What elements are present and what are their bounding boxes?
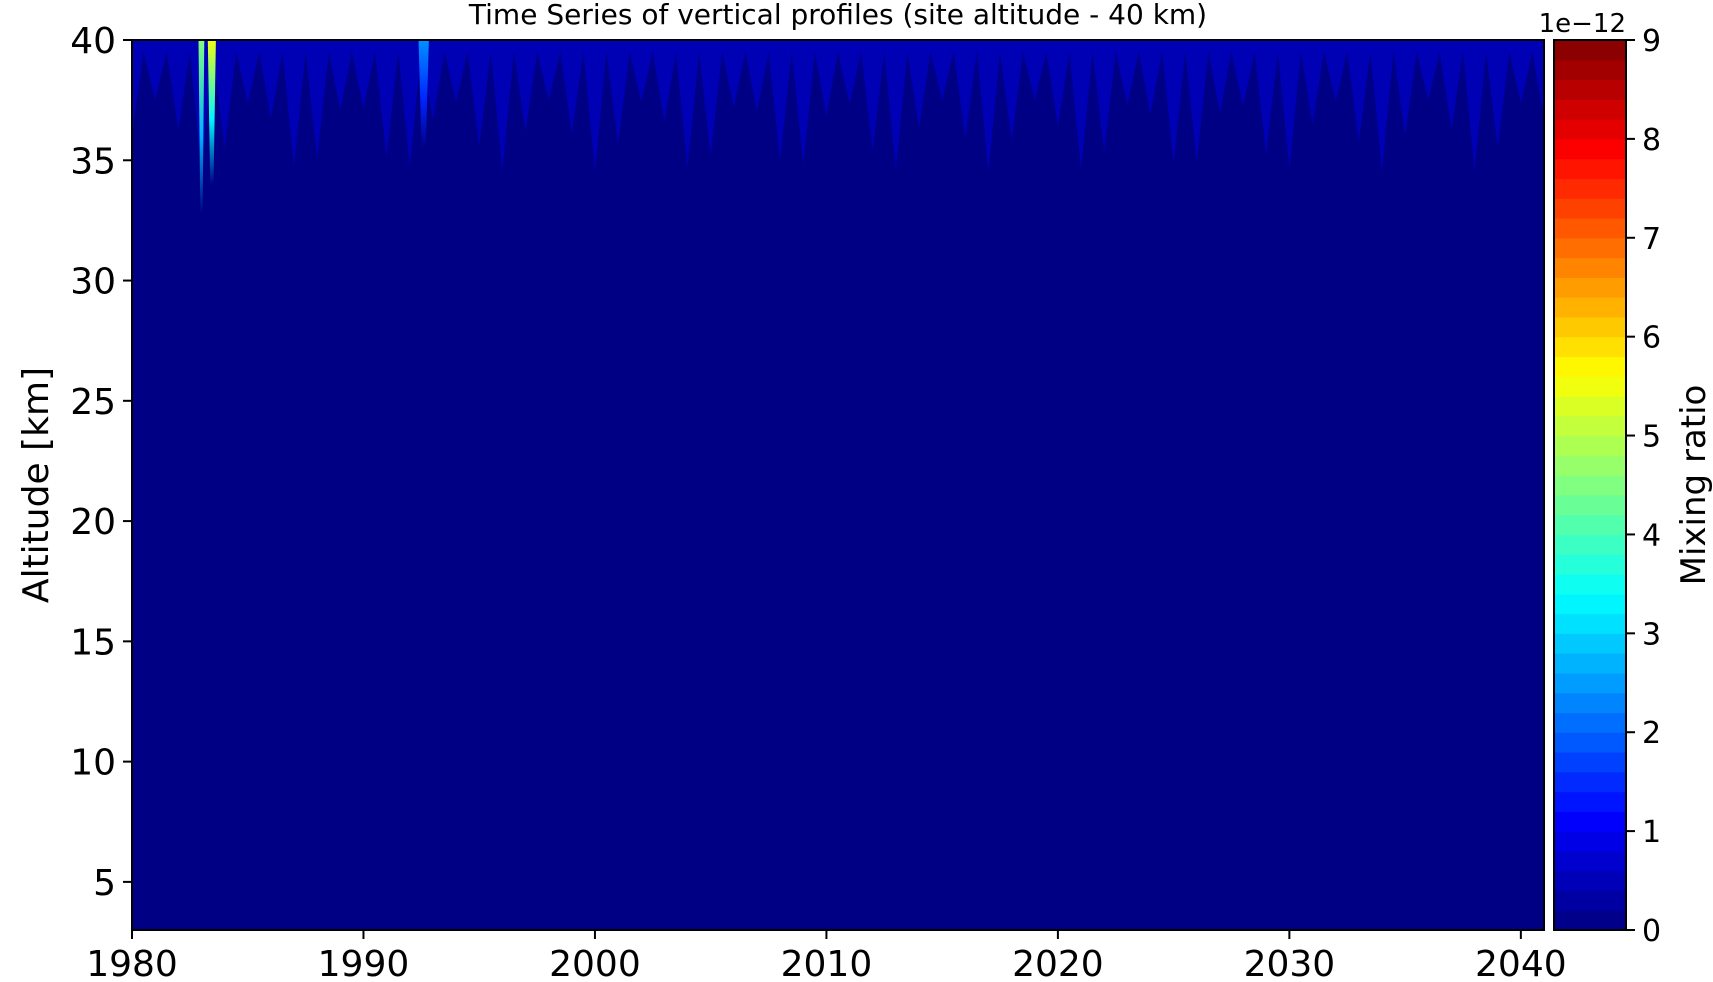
- colorbar-tick-label: 0: [1642, 914, 1661, 949]
- y-tick-label: 25: [70, 382, 116, 423]
- seasonal-top-band: [132, 40, 1544, 173]
- y-axis: 5 10 15 20 25 30 35 40: [70, 21, 132, 904]
- colorbar-level: [1554, 692, 1626, 714]
- colorbar-level: [1554, 79, 1626, 100]
- colorbar-level: [1554, 158, 1626, 180]
- colorbar-tick-label: 1: [1642, 815, 1661, 850]
- colorbar-level: [1554, 119, 1626, 140]
- colorbar-level: [1554, 771, 1626, 793]
- colorbar-label: Mixing ratio: [1674, 385, 1713, 586]
- colorbar-offset-text: 1e−12: [1539, 9, 1626, 39]
- heatmap-feature: [207, 40, 216, 185]
- colorbar-level: [1554, 910, 1626, 931]
- colorbar-axis: 0 1 2 3 4 5 6 7 8 9: [1626, 24, 1661, 949]
- colorbar-level: [1554, 791, 1626, 812]
- colorbar-level: [1554, 850, 1626, 872]
- colorbar-level: [1554, 336, 1626, 358]
- colorbar-tick-label: 6: [1642, 321, 1661, 356]
- colorbar-level: [1554, 198, 1626, 219]
- chart-title: Time Series of vertical profiles (site a…: [468, 0, 1207, 31]
- heatmap-background: [132, 40, 1544, 930]
- heatmap-feature: [198, 40, 205, 214]
- colorbar-level: [1554, 870, 1626, 892]
- x-tick-label: 2040: [1475, 944, 1567, 982]
- colorbar-level: [1554, 554, 1626, 575]
- colorbar-tick-label: 4: [1642, 518, 1661, 553]
- colorbar-level: [1554, 712, 1626, 733]
- colorbar-tick-label: 3: [1642, 617, 1661, 652]
- x-tick-label: 1980: [86, 944, 178, 982]
- colorbar-level: [1554, 237, 1626, 259]
- colorbar-level: [1554, 138, 1626, 160]
- y-axis-label: Altitude [km]: [16, 367, 57, 603]
- colorbar-level: [1554, 831, 1626, 852]
- x-tick-label: 1990: [318, 944, 410, 982]
- colorbar-level: [1554, 514, 1626, 536]
- y-tick-label: 15: [70, 622, 116, 663]
- colorbar-level: [1554, 415, 1626, 437]
- colorbar-level: [1554, 633, 1626, 654]
- y-tick-label: 10: [70, 743, 116, 784]
- colorbar-level: [1554, 574, 1626, 595]
- colorbar-level: [1554, 59, 1626, 81]
- colorbar-level: [1554, 356, 1626, 377]
- y-tick-label: 40: [70, 21, 116, 62]
- colorbar: [1554, 40, 1626, 931]
- colorbar-level: [1554, 435, 1626, 456]
- colorbar-level: [1554, 297, 1626, 318]
- colorbar-level: [1554, 732, 1626, 753]
- colorbar-level: [1554, 653, 1626, 674]
- plot-area: [132, 40, 1544, 930]
- x-tick-label: 2020: [1012, 944, 1104, 982]
- colorbar-level: [1554, 455, 1626, 476]
- colorbar-tick-label: 8: [1642, 123, 1661, 158]
- colorbar-level: [1554, 218, 1626, 239]
- y-tick-label: 30: [70, 262, 116, 303]
- x-tick-label: 2010: [781, 944, 873, 982]
- colorbar-level: [1554, 672, 1626, 694]
- x-tick-label: 2000: [549, 944, 641, 982]
- colorbar-level: [1554, 277, 1626, 298]
- colorbar-tick-label: 5: [1642, 420, 1661, 455]
- colorbar-level: [1554, 40, 1626, 61]
- colorbar-level: [1554, 752, 1626, 773]
- colorbar-level: [1554, 613, 1626, 634]
- colorbar-tick-label: 7: [1642, 222, 1661, 257]
- colorbar-level: [1554, 257, 1626, 278]
- plot-frame: [131, 39, 1545, 931]
- x-tick-label: 2030: [1244, 944, 1336, 982]
- colorbar-level: [1554, 316, 1626, 338]
- colorbar-level: [1554, 811, 1626, 832]
- colorbar-level: [1554, 890, 1626, 911]
- y-tick-label: 5: [93, 863, 116, 904]
- colorbar-level: [1554, 494, 1626, 516]
- colorbar-level: [1554, 99, 1626, 120]
- colorbar-level: [1554, 396, 1626, 417]
- colorbar-level: [1554, 475, 1626, 496]
- y-tick-label: 35: [70, 141, 116, 182]
- colorbar-frame: [1553, 39, 1627, 931]
- colorbar-tick-label: 2: [1642, 716, 1661, 751]
- colorbar-level: [1554, 178, 1626, 199]
- heatmap-feature: [418, 40, 429, 149]
- colorbar-level: [1554, 376, 1626, 397]
- colorbar-level: [1554, 534, 1626, 555]
- x-axis: 1980 1990 2000 2010 2020 2030 2040: [86, 930, 1567, 982]
- colorbar-tick-label: 9: [1642, 24, 1661, 59]
- y-tick-label: 20: [70, 502, 116, 543]
- colorbar-level: [1554, 593, 1626, 615]
